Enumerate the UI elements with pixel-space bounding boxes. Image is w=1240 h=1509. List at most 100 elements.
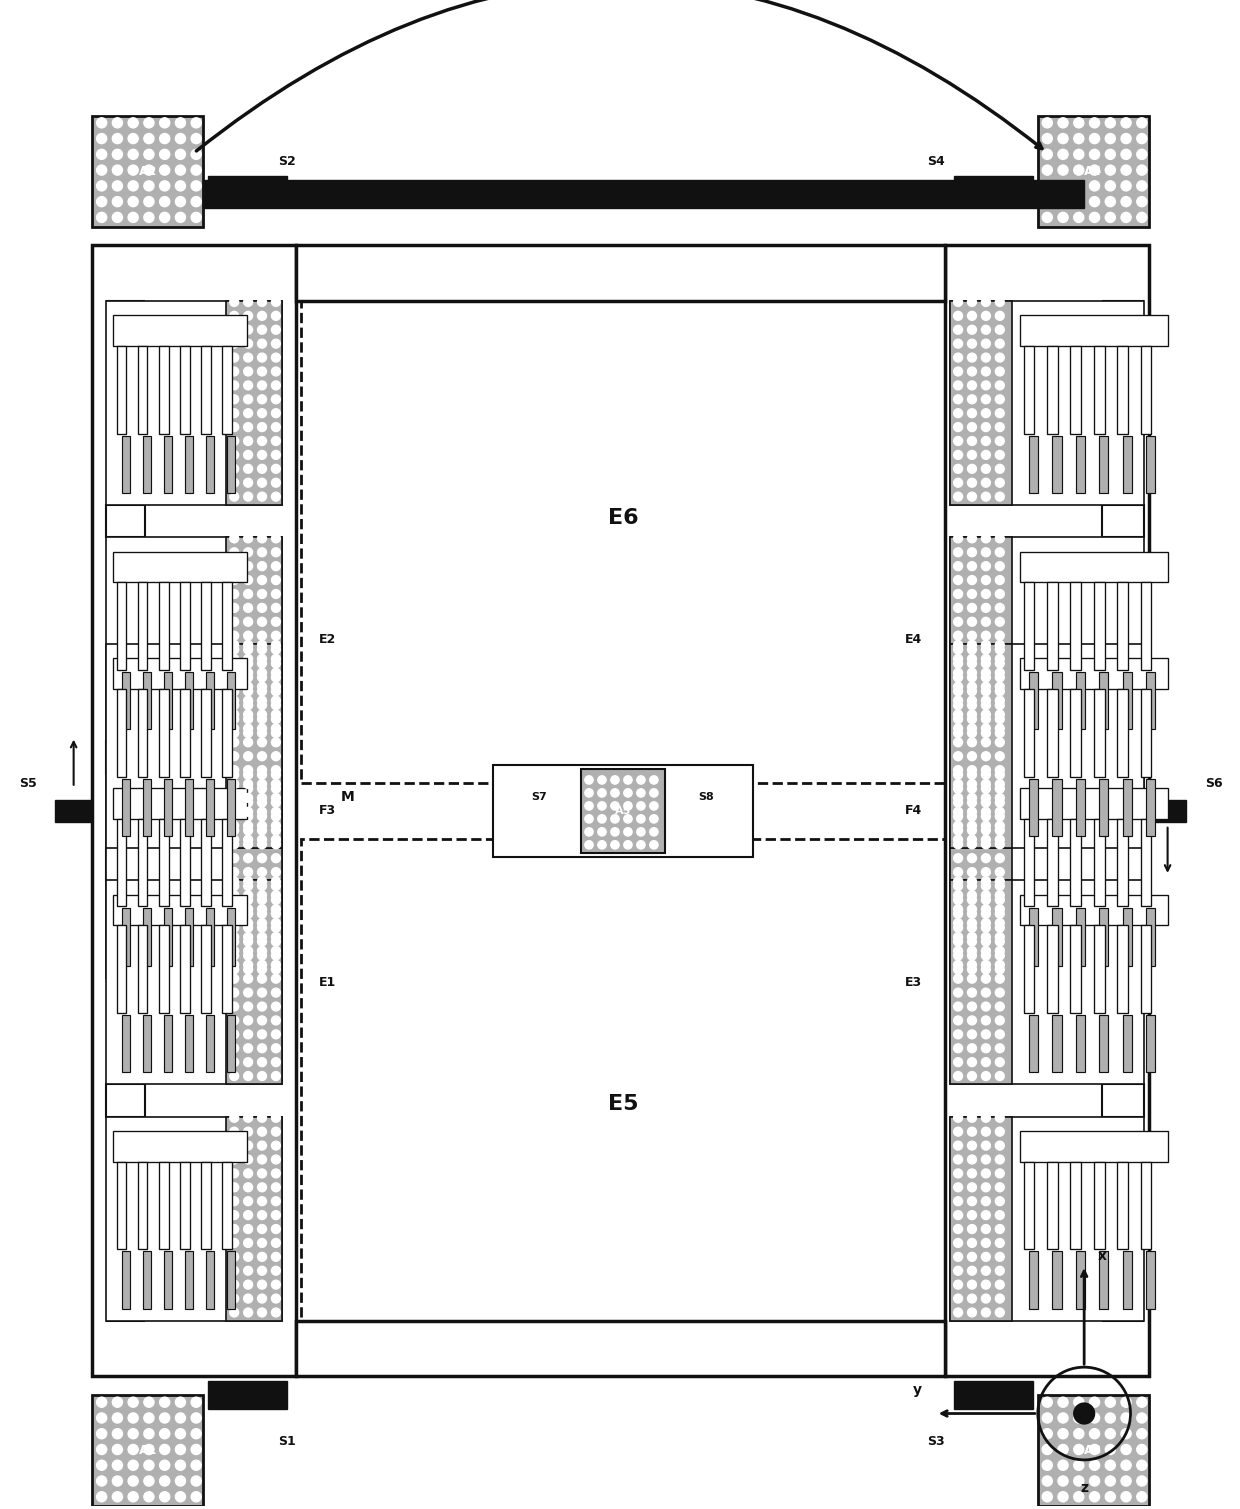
Bar [206, 1016, 215, 1073]
Circle shape [585, 801, 593, 810]
Circle shape [996, 724, 1004, 733]
Circle shape [229, 964, 238, 973]
Circle shape [967, 711, 976, 718]
Circle shape [1058, 1397, 1068, 1408]
Circle shape [258, 575, 267, 584]
Circle shape [258, 646, 267, 653]
Bar [180, 1162, 190, 1249]
Circle shape [996, 687, 1004, 696]
Circle shape [1137, 213, 1147, 222]
Bar [222, 1162, 232, 1249]
Circle shape [1058, 1476, 1068, 1486]
Circle shape [175, 181, 186, 192]
Circle shape [244, 964, 253, 973]
Circle shape [981, 655, 991, 664]
Circle shape [229, 311, 238, 320]
Bar [113, 658, 247, 690]
Bar [226, 300, 283, 506]
Circle shape [996, 807, 1004, 816]
Bar [1117, 690, 1128, 777]
Circle shape [229, 668, 238, 678]
Circle shape [1105, 213, 1115, 222]
Circle shape [996, 1058, 1004, 1067]
Circle shape [229, 492, 238, 501]
Circle shape [981, 841, 991, 848]
Circle shape [981, 1154, 991, 1163]
Circle shape [244, 1169, 253, 1179]
Circle shape [272, 1114, 280, 1123]
Circle shape [244, 1002, 253, 1011]
Circle shape [954, 687, 962, 696]
Circle shape [996, 868, 1004, 877]
Circle shape [1058, 1429, 1068, 1438]
Circle shape [967, 785, 976, 794]
Circle shape [258, 964, 267, 973]
Circle shape [128, 118, 138, 128]
Circle shape [1090, 196, 1100, 207]
Circle shape [229, 326, 238, 333]
Bar [1029, 672, 1038, 729]
Bar [185, 908, 193, 966]
Circle shape [272, 326, 280, 333]
Circle shape [1137, 1461, 1147, 1470]
Bar [1094, 925, 1105, 1013]
Circle shape [144, 1461, 154, 1470]
Bar [1101, 506, 1145, 537]
Circle shape [967, 825, 976, 834]
Circle shape [981, 960, 991, 969]
Text: A1: A1 [139, 1444, 157, 1458]
Circle shape [229, 895, 238, 904]
Circle shape [272, 919, 280, 928]
Bar [1094, 582, 1105, 670]
Circle shape [981, 738, 991, 747]
Circle shape [981, 311, 991, 320]
Circle shape [954, 534, 962, 543]
Circle shape [258, 1197, 267, 1206]
Circle shape [611, 776, 619, 785]
Circle shape [244, 919, 253, 928]
Circle shape [258, 854, 267, 863]
Circle shape [996, 964, 1004, 973]
Text: y: y [913, 1384, 921, 1397]
Circle shape [954, 881, 962, 890]
Circle shape [128, 1461, 138, 1470]
Circle shape [981, 1169, 991, 1179]
Bar [159, 582, 169, 670]
Circle shape [967, 960, 976, 969]
Bar [227, 436, 236, 493]
Circle shape [996, 1002, 1004, 1011]
Circle shape [1058, 164, 1068, 175]
Circle shape [272, 924, 280, 933]
Circle shape [981, 353, 991, 362]
Circle shape [954, 646, 962, 653]
Circle shape [954, 1114, 962, 1123]
Bar [185, 672, 193, 729]
Bar [159, 1162, 169, 1249]
Circle shape [981, 924, 991, 933]
Circle shape [954, 975, 962, 984]
Circle shape [981, 590, 991, 599]
Circle shape [244, 877, 253, 886]
Circle shape [244, 451, 253, 459]
Bar [206, 779, 215, 836]
Circle shape [97, 1476, 107, 1486]
Circle shape [244, 1210, 253, 1219]
Circle shape [113, 118, 123, 128]
Text: S5: S5 [19, 777, 36, 789]
Circle shape [229, 715, 238, 724]
Text: A2: A2 [139, 164, 157, 178]
Circle shape [981, 340, 991, 349]
Bar [92, 246, 296, 1376]
Circle shape [954, 1280, 962, 1289]
Circle shape [981, 785, 991, 794]
Bar [1146, 1016, 1154, 1073]
Circle shape [981, 1308, 991, 1317]
Bar [1029, 779, 1038, 836]
Circle shape [272, 561, 280, 570]
Circle shape [258, 751, 267, 761]
Circle shape [272, 780, 280, 789]
Circle shape [258, 960, 267, 969]
Circle shape [272, 367, 280, 376]
Circle shape [996, 395, 1004, 404]
Circle shape [244, 821, 253, 830]
